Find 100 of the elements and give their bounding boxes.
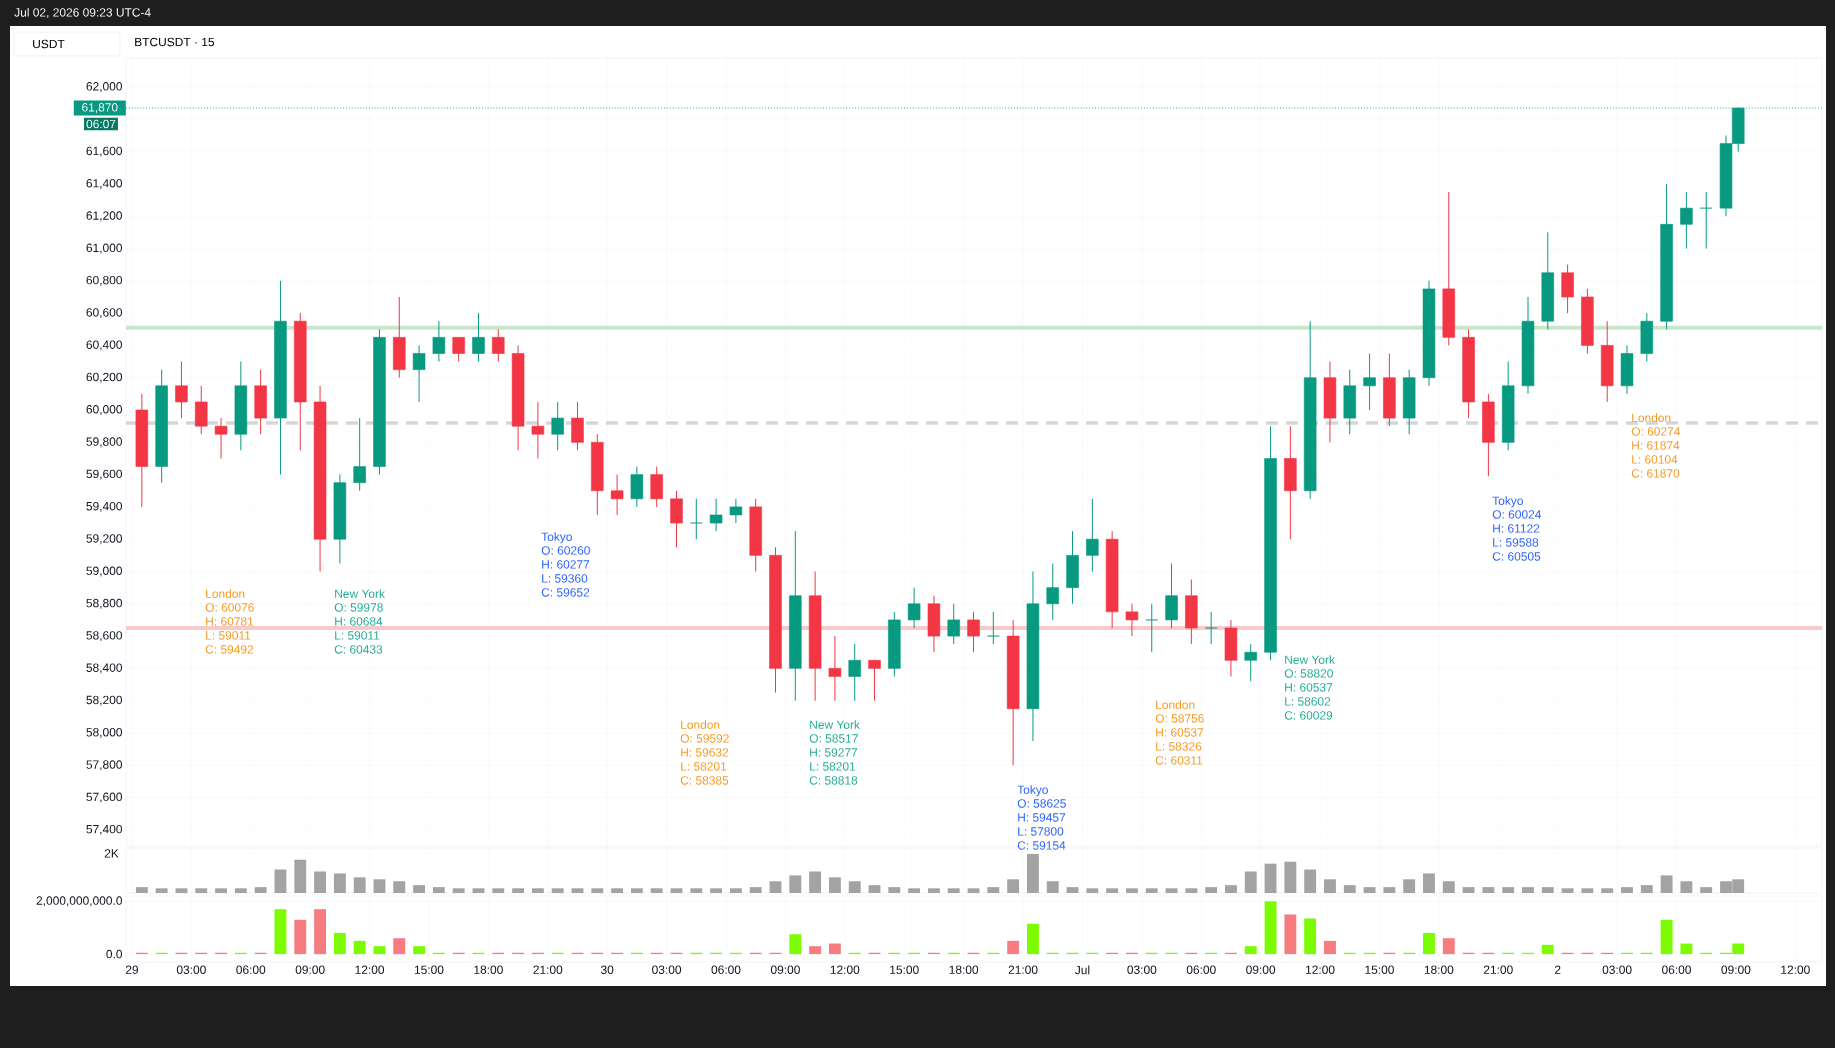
x-tick-label: 30 (600, 965, 614, 974)
annotation: O: 60274 (1631, 427, 1681, 436)
bar (254, 887, 267, 893)
bar (1225, 885, 1237, 893)
bar (1621, 887, 1633, 893)
bar (1066, 887, 1079, 893)
bar (1541, 944, 1554, 955)
y-tick-label: 0.0 (106, 949, 123, 959)
bar (630, 888, 643, 893)
x-tick-label: 09:00 (295, 965, 325, 974)
annotation: O: 58756 (1155, 714, 1204, 723)
bar (1185, 888, 1198, 893)
bar (294, 859, 307, 893)
bar (670, 888, 683, 893)
x-tick-label: 03:00 (176, 965, 206, 974)
bar (1027, 853, 1039, 893)
bar (769, 881, 782, 893)
bar (1482, 887, 1495, 893)
bar (1106, 888, 1119, 893)
bar (1502, 887, 1515, 893)
bar (947, 888, 960, 893)
candlestick (452, 336, 465, 363)
annotation: L: 57800 (1018, 827, 1064, 836)
bar (987, 887, 1000, 893)
bar (1284, 914, 1297, 955)
y-tick-label: 59,800 (86, 437, 123, 448)
bar (551, 888, 564, 893)
annotation: H: 61874 (1632, 441, 1680, 450)
bar (353, 877, 366, 893)
bar (749, 887, 762, 893)
y-tick-label: 58,200 (86, 695, 123, 706)
x-tick-label: 15:00 (890, 965, 919, 974)
bar (1086, 888, 1099, 893)
x-tick-label: 12:00 (1781, 965, 1810, 974)
candlestick (610, 474, 624, 516)
y-tick-label: 60,400 (86, 340, 123, 351)
annotation: H: 60277 (542, 560, 590, 569)
y-tick-label: 62,000 (86, 82, 123, 92)
annotation: O: 58517 (809, 734, 858, 743)
annotation: L: 58201 (810, 762, 856, 771)
x-tick-label: 03:00 (652, 965, 682, 974)
candlestick (947, 603, 960, 645)
annotation: H: 59632 (681, 748, 729, 757)
candlestick (412, 344, 426, 403)
y-tick-label: 58,400 (86, 663, 123, 674)
candlestick (709, 498, 723, 532)
text: 06:07 (86, 119, 116, 129)
bar (1522, 887, 1534, 893)
bar (1264, 863, 1277, 893)
y-tick-label: 60,600 (86, 308, 123, 319)
bar (1046, 881, 1059, 893)
annotation: Tokyo (1492, 496, 1523, 508)
chart-title: BTCUSDT · 15 (135, 37, 215, 47)
bar (789, 875, 802, 893)
x-tick-label: 15:00 (1365, 965, 1394, 974)
text: 2K (104, 849, 119, 858)
bar (927, 888, 940, 893)
bar (274, 909, 287, 955)
bar (1205, 887, 1218, 893)
candlestick (492, 328, 505, 363)
annotation: H: 60537 (1285, 683, 1333, 692)
annotation: C: 61870 (1631, 469, 1680, 478)
annotation: C: 58385 (680, 776, 729, 785)
bar (1462, 887, 1475, 893)
bar (393, 881, 406, 893)
bar (413, 946, 426, 955)
bar (472, 888, 485, 893)
bar (1145, 888, 1158, 893)
bar (828, 877, 841, 893)
x-tick-label: 29 (125, 965, 139, 974)
bar (967, 888, 980, 893)
candlestick (551, 401, 564, 451)
annotation: H: 59457 (1018, 813, 1066, 822)
annotation: L: 58602 (1285, 697, 1331, 706)
candlestick (987, 611, 1000, 645)
candlestick (1204, 611, 1218, 645)
bar (888, 887, 901, 893)
annotation: London (206, 589, 245, 598)
x-tick-label: 12:00 (830, 965, 860, 974)
bar (1343, 885, 1356, 893)
bar (393, 938, 406, 955)
bar (1324, 940, 1336, 955)
annotation: H: 61122 (1493, 524, 1540, 533)
y-tick-label: 60,000 (86, 405, 123, 415)
candlestick (214, 417, 228, 459)
bar (314, 909, 326, 955)
bar (908, 888, 921, 893)
bar (175, 888, 188, 893)
bar (512, 888, 525, 893)
bar (1680, 943, 1693, 955)
candlestick (432, 320, 446, 363)
annotation: H: 59277 (810, 748, 858, 757)
bar (155, 888, 168, 893)
annotation: H: 60684 (335, 617, 383, 626)
candlestick (1046, 562, 1059, 621)
bar (848, 881, 861, 893)
y-tick-label: 59,600 (86, 469, 123, 480)
text: USDT (33, 39, 65, 49)
x-tick-label: 06:00 (1186, 965, 1216, 974)
bar (1581, 888, 1594, 893)
